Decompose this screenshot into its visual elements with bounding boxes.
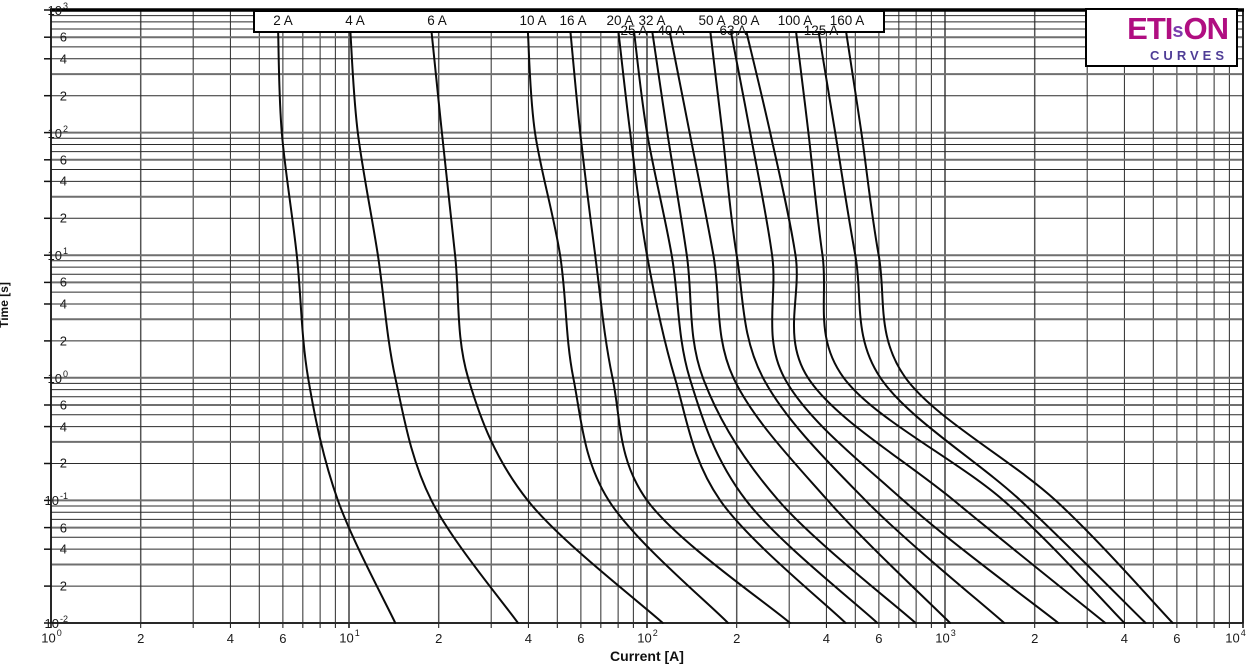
fuse-rating-label: 16 A	[559, 13, 587, 28]
y-axis-minor-label: 2	[59, 88, 67, 104]
x-axis-minor-label: 6	[875, 631, 883, 646]
fuse-rating-label: 32 A	[638, 13, 666, 28]
y-axis-minor-label: 2	[59, 578, 67, 594]
fuse-curve	[668, 29, 952, 624]
x-axis-decade-label: 102	[637, 628, 658, 646]
fuse-curve	[729, 29, 1060, 624]
y-axis-decade-label: 101	[47, 246, 68, 264]
x-axis-minor-label: 6	[1173, 631, 1181, 646]
x-axis-decade-label: 104	[1225, 628, 1246, 646]
y-axis-minor-label: 4	[59, 296, 67, 312]
y-axis-minor-label: 2	[59, 210, 67, 226]
y-axis-minor-label: 2	[59, 333, 67, 349]
x-axis-minor-label: 2	[137, 631, 145, 646]
fuse-rating-label: 6 A	[427, 13, 447, 28]
x-axis-title: Current [A]	[610, 648, 684, 664]
x-axis-decade-label: 100	[41, 628, 62, 646]
y-axis-decade-label: 10-2	[44, 613, 68, 632]
x-axis-minor-label: 2	[435, 631, 443, 646]
y-axis-minor-label: 6	[59, 520, 67, 536]
fuse-curve	[794, 29, 1126, 624]
logo-text-curves: CURVES	[1150, 48, 1228, 63]
fuse-rating-label-box	[253, 10, 885, 33]
y-axis-decade-label: 10-1	[44, 491, 68, 509]
fuse-curve	[617, 29, 847, 624]
y-axis-minor-label: 6	[59, 274, 67, 290]
fuse-curve	[430, 29, 664, 624]
fuse-curve	[526, 29, 729, 624]
fuse-curve	[709, 29, 1006, 624]
y-axis-minor-label: 6	[59, 152, 67, 168]
y-axis-minor-label: 4	[59, 541, 67, 557]
fuse-rating-label: 2 A	[273, 13, 293, 28]
x-axis-decade-label: 101	[339, 628, 360, 646]
fuse-rating-label: 80 A	[732, 13, 760, 28]
fuse-curve	[569, 29, 791, 624]
fuse-curve	[277, 29, 397, 624]
fuse-curve	[651, 29, 917, 624]
fuse-curve	[745, 29, 1107, 624]
fuse-curve	[817, 29, 1147, 624]
etison-logo: ETIsON CURVES	[1085, 8, 1238, 67]
y-axis-decade-label: 102	[47, 123, 68, 141]
x-axis-minor-label: 4	[822, 631, 831, 646]
x-axis-minor-label: 2	[733, 631, 741, 646]
x-axis-minor-label: 6	[279, 631, 287, 646]
y-axis-minor-label: 6	[59, 397, 67, 413]
y-axis-minor-label: 4	[59, 419, 67, 435]
fuse-rating-label: 63 A	[719, 23, 747, 38]
fuse-rating-label: 25 A	[620, 23, 648, 38]
fuse-rating-label: 125 A	[803, 23, 839, 38]
x-axis-minor-label: 6	[577, 631, 585, 646]
fuse-rating-label: 50 A	[698, 13, 726, 28]
fuse-curve	[632, 29, 879, 624]
fuse-rating-label: 4 A	[345, 13, 365, 28]
y-axis-minor-label: 2	[59, 455, 67, 471]
fuse-rating-label: 40 A	[657, 23, 685, 38]
fuse-rating-label: 160 A	[829, 13, 865, 28]
logo-wordmark: ETIsON	[1095, 11, 1229, 50]
y-axis-minor-label: 4	[59, 51, 67, 67]
fuse-rating-label: 10 A	[519, 13, 547, 28]
fuse-curve	[844, 29, 1174, 624]
fuse-curve	[349, 29, 519, 624]
logo-text-on: ON	[1183, 11, 1229, 46]
x-axis-minor-label: 4	[524, 631, 533, 646]
logo-text-eti: ETI	[1127, 11, 1173, 46]
x-axis-minor-label: 4	[226, 631, 235, 646]
x-axis-minor-label: 4	[1120, 631, 1129, 646]
fuse-rating-label: 20 A	[606, 13, 634, 28]
y-axis-decade-label: 103	[47, 0, 68, 19]
x-axis-decade-label: 103	[935, 628, 956, 646]
x-axis-minor-label: 2	[1031, 631, 1039, 646]
y-axis-title: Time [s]	[0, 282, 11, 328]
y-axis-minor-label: 4	[59, 173, 67, 189]
y-axis-minor-label: 6	[59, 29, 67, 45]
y-axis-decade-label: 100	[47, 368, 68, 386]
fuse-rating-label: 100 A	[777, 13, 813, 28]
logo-text-s: s	[1172, 20, 1184, 42]
